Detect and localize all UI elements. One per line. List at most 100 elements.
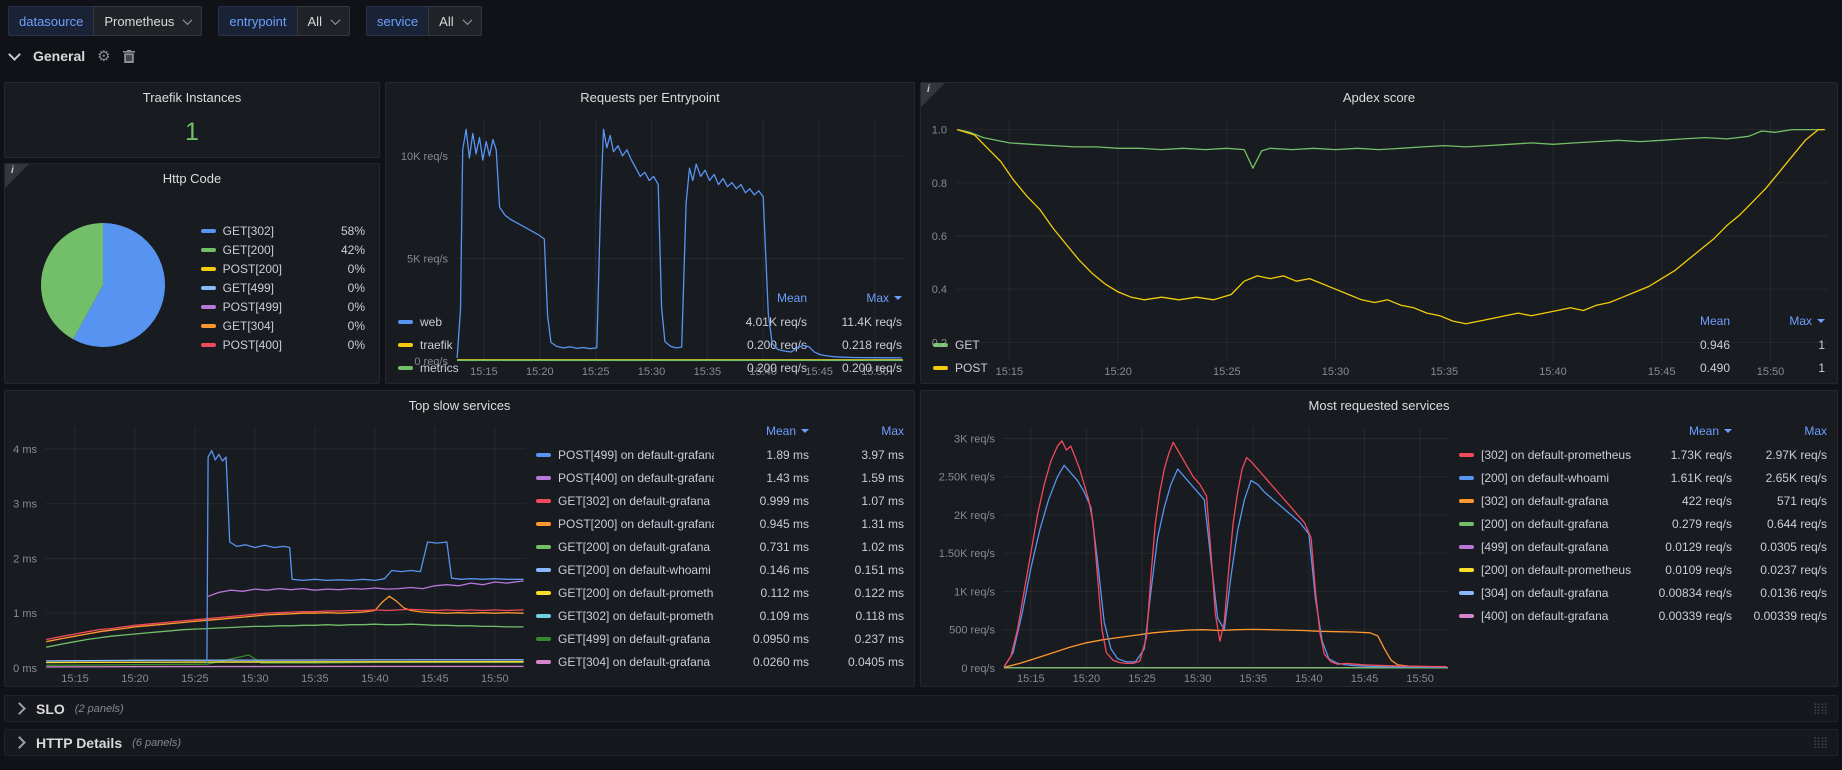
legend-series-name[interactable]: GET[302] on default-prometheus	[536, 609, 714, 623]
series-color-marker[interactable]	[1459, 544, 1474, 549]
series-color-marker[interactable]	[933, 365, 948, 370]
legend-row[interactable]: GET[499] 0%	[200, 278, 365, 297]
legend-series-name[interactable]: [302] on default-grafana	[1459, 494, 1637, 508]
legend-row[interactable]: POST[200] 0%	[200, 259, 365, 278]
series-color-marker[interactable]	[200, 323, 216, 328]
info-icon[interactable]: i	[927, 84, 930, 95]
legend-series-name[interactable]: [304] on default-grafana	[1459, 586, 1637, 600]
legend-row[interactable]: GET[200] 42%	[200, 240, 365, 259]
panel-title[interactable]: Top slow services	[408, 397, 511, 413]
legend-row[interactable]: [400] on default-grafana 0.00339 req/s 0.0…	[1459, 604, 1827, 627]
panel-info-corner[interactable]	[5, 164, 29, 188]
legend-series-name[interactable]: POST[499] on default-grafana	[536, 448, 714, 462]
legend-row[interactable]: GET[200] on default-whoami 0.146 ms 0.151 …	[536, 558, 904, 581]
series-color-marker[interactable]	[536, 659, 551, 664]
series-color-marker[interactable]	[536, 567, 551, 572]
legend-series-name[interactable]: GET[499]	[200, 281, 323, 295]
series-color-marker[interactable]	[1459, 590, 1474, 595]
series-color-marker[interactable]	[200, 247, 216, 252]
series-color-marker[interactable]	[398, 319, 413, 324]
legend-series-name[interactable]: [200] on default-grafana	[1459, 517, 1637, 531]
series-color-marker[interactable]	[1459, 613, 1474, 618]
row-http-details[interactable]: HTTP Details (6 panels) ⣿⣿	[4, 729, 1838, 756]
http-code-pie-chart[interactable]	[5, 192, 201, 383]
panel-info-corner[interactable]	[921, 83, 945, 107]
legend-series-name[interactable]: GET[200] on default-grafana	[536, 540, 714, 554]
legend-row[interactable]: GET[302] on default-prometheus 0.109 ms 0.…	[536, 604, 904, 627]
legend-series-name[interactable]: [200] on default-whoami	[1459, 471, 1637, 485]
legend-row[interactable]: GET[200] on default-grafana 0.731 ms 1.02 …	[536, 535, 904, 558]
legend-sort-mean[interactable]: Mean	[776, 291, 807, 305]
panel-title[interactable]: Most requested services	[1308, 397, 1450, 413]
top-slow-services-chart[interactable]: 15:15 15:20 15:25 15:30 15:35 15:40 15:45 15:50…	[5, 419, 536, 686]
row-collapse-toggle[interactable]	[8, 47, 21, 61]
legend-row[interactable]: metrics 0.200 req/s 0.200 req/s	[398, 356, 902, 379]
panel-title[interactable]: Apdex score	[1342, 89, 1416, 105]
legend-row[interactable]: GET[200] on default-prometheus 0.112 ms 0.…	[536, 581, 904, 604]
series-color-marker[interactable]	[933, 342, 948, 347]
legend-series-name[interactable]: GET	[933, 338, 1635, 352]
legend-series-name[interactable]: [302] on default-prometheus	[1459, 448, 1637, 462]
series-color-marker[interactable]	[536, 636, 551, 641]
panel-title[interactable]: Requests per Entrypoint	[580, 89, 720, 105]
series-color-marker[interactable]	[398, 365, 413, 370]
legend-row[interactable]: [200] on default-prometheus 0.0109 req/s 0…	[1459, 558, 1827, 581]
legend-row[interactable]: [302] on default-grafana 422 req/s 571 req…	[1459, 489, 1827, 512]
legend-series-name[interactable]: POST	[933, 361, 1635, 375]
legend-sort-max[interactable]: Max	[1804, 424, 1827, 438]
legend-row[interactable]: POST 0.490 1	[933, 356, 1825, 379]
legend-series-name[interactable]: GET[302]	[200, 224, 323, 238]
series-color-marker[interactable]	[1459, 567, 1474, 572]
legend-row[interactable]: [200] on default-whoami 1.61K req/s 2.65K …	[1459, 466, 1827, 489]
legend-sort-mean[interactable]: Mean	[1699, 314, 1730, 328]
apdex-score-chart[interactable]: 15:15 15:20 15:25 15:30 15:35 15:40 15:45 15:50…	[921, 111, 1837, 378]
row-delete-trash-icon[interactable]	[122, 49, 135, 63]
legend-series-name[interactable]: POST[400]	[200, 338, 323, 352]
legend-sort-max[interactable]: Max	[881, 424, 904, 438]
legend-sort-max[interactable]: Max	[1730, 314, 1825, 328]
legend-series-name[interactable]: GET[304] on default-grafana	[536, 655, 714, 669]
legend-sort-mean[interactable]: Mean	[1637, 424, 1732, 438]
legend-row[interactable]: GET[304] 0%	[200, 316, 365, 335]
series-color-marker[interactable]	[536, 544, 551, 549]
drag-handle-icon[interactable]: ⣿⣿	[1812, 737, 1828, 749]
legend-series-name[interactable]: POST[200] on default-grafana	[536, 517, 714, 531]
legend-series-name[interactable]: GET[200] on default-whoami	[536, 563, 714, 577]
legend-row[interactable]: web 4.01K req/s 11.4K req/s	[398, 310, 902, 333]
legend-row[interactable]: [304] on default-grafana 0.00834 req/s 0.0…	[1459, 581, 1827, 604]
row-slo[interactable]: SLO (2 panels) ⣿⣿	[4, 695, 1838, 722]
legend-sort-mean[interactable]: Mean	[714, 424, 809, 438]
series-color-marker[interactable]	[1459, 521, 1474, 526]
legend-row[interactable]: GET[304] on default-grafana 0.0260 ms 0.04…	[536, 650, 904, 673]
requests-per-entrypoint-chart[interactable]: 15:15 15:20 15:25 15:30 15:35 15:40 15:45 15:50…	[386, 111, 914, 378]
legend-series-name[interactable]: traefik	[398, 338, 712, 352]
legend-series-name[interactable]: GET[302] on default-grafana	[536, 494, 714, 508]
legend-row[interactable]: POST[400] 0%	[200, 335, 365, 354]
legend-series-name[interactable]: [499] on default-grafana	[1459, 540, 1637, 554]
series-color-marker[interactable]	[536, 613, 551, 618]
legend-series-name[interactable]: GET[499] on default-grafana	[536, 632, 714, 646]
row-general-title[interactable]: General	[33, 48, 86, 64]
legend-row[interactable]: GET[499] on default-grafana 0.0950 ms 0.23…	[536, 627, 904, 650]
variable-entrypoint-dropdown[interactable]: All	[296, 6, 350, 36]
legend-series-name[interactable]: GET[200] on default-prometheus	[536, 586, 714, 600]
series-color-marker[interactable]	[200, 266, 216, 271]
series-color-marker[interactable]	[200, 285, 216, 290]
legend-series-name[interactable]: POST[400] on default-grafana	[536, 471, 714, 485]
info-icon[interactable]: i	[11, 165, 14, 176]
row-settings-gear-icon[interactable]: ⚙	[97, 47, 111, 65]
legend-series-name[interactable]: [400] on default-grafana	[1459, 609, 1637, 623]
series-color-marker[interactable]	[536, 521, 551, 526]
legend-series-name[interactable]: metrics	[398, 361, 712, 375]
variable-service-dropdown[interactable]: All	[428, 6, 482, 36]
series-color-marker[interactable]	[536, 475, 551, 480]
legend-series-name[interactable]: [200] on default-prometheus	[1459, 563, 1637, 577]
legend-series-name[interactable]: POST[200]	[200, 262, 323, 276]
legend-sort-max[interactable]: Max	[807, 291, 902, 305]
legend-row[interactable]: [302] on default-prometheus 1.73K req/s 2.…	[1459, 443, 1827, 466]
legend-series-name[interactable]: GET[304]	[200, 319, 323, 333]
drag-handle-icon[interactable]: ⣿⣿	[1812, 703, 1828, 715]
series-color-marker[interactable]	[536, 498, 551, 503]
series-color-marker[interactable]	[200, 304, 216, 309]
legend-row[interactable]: GET 0.946 1	[933, 333, 1825, 356]
